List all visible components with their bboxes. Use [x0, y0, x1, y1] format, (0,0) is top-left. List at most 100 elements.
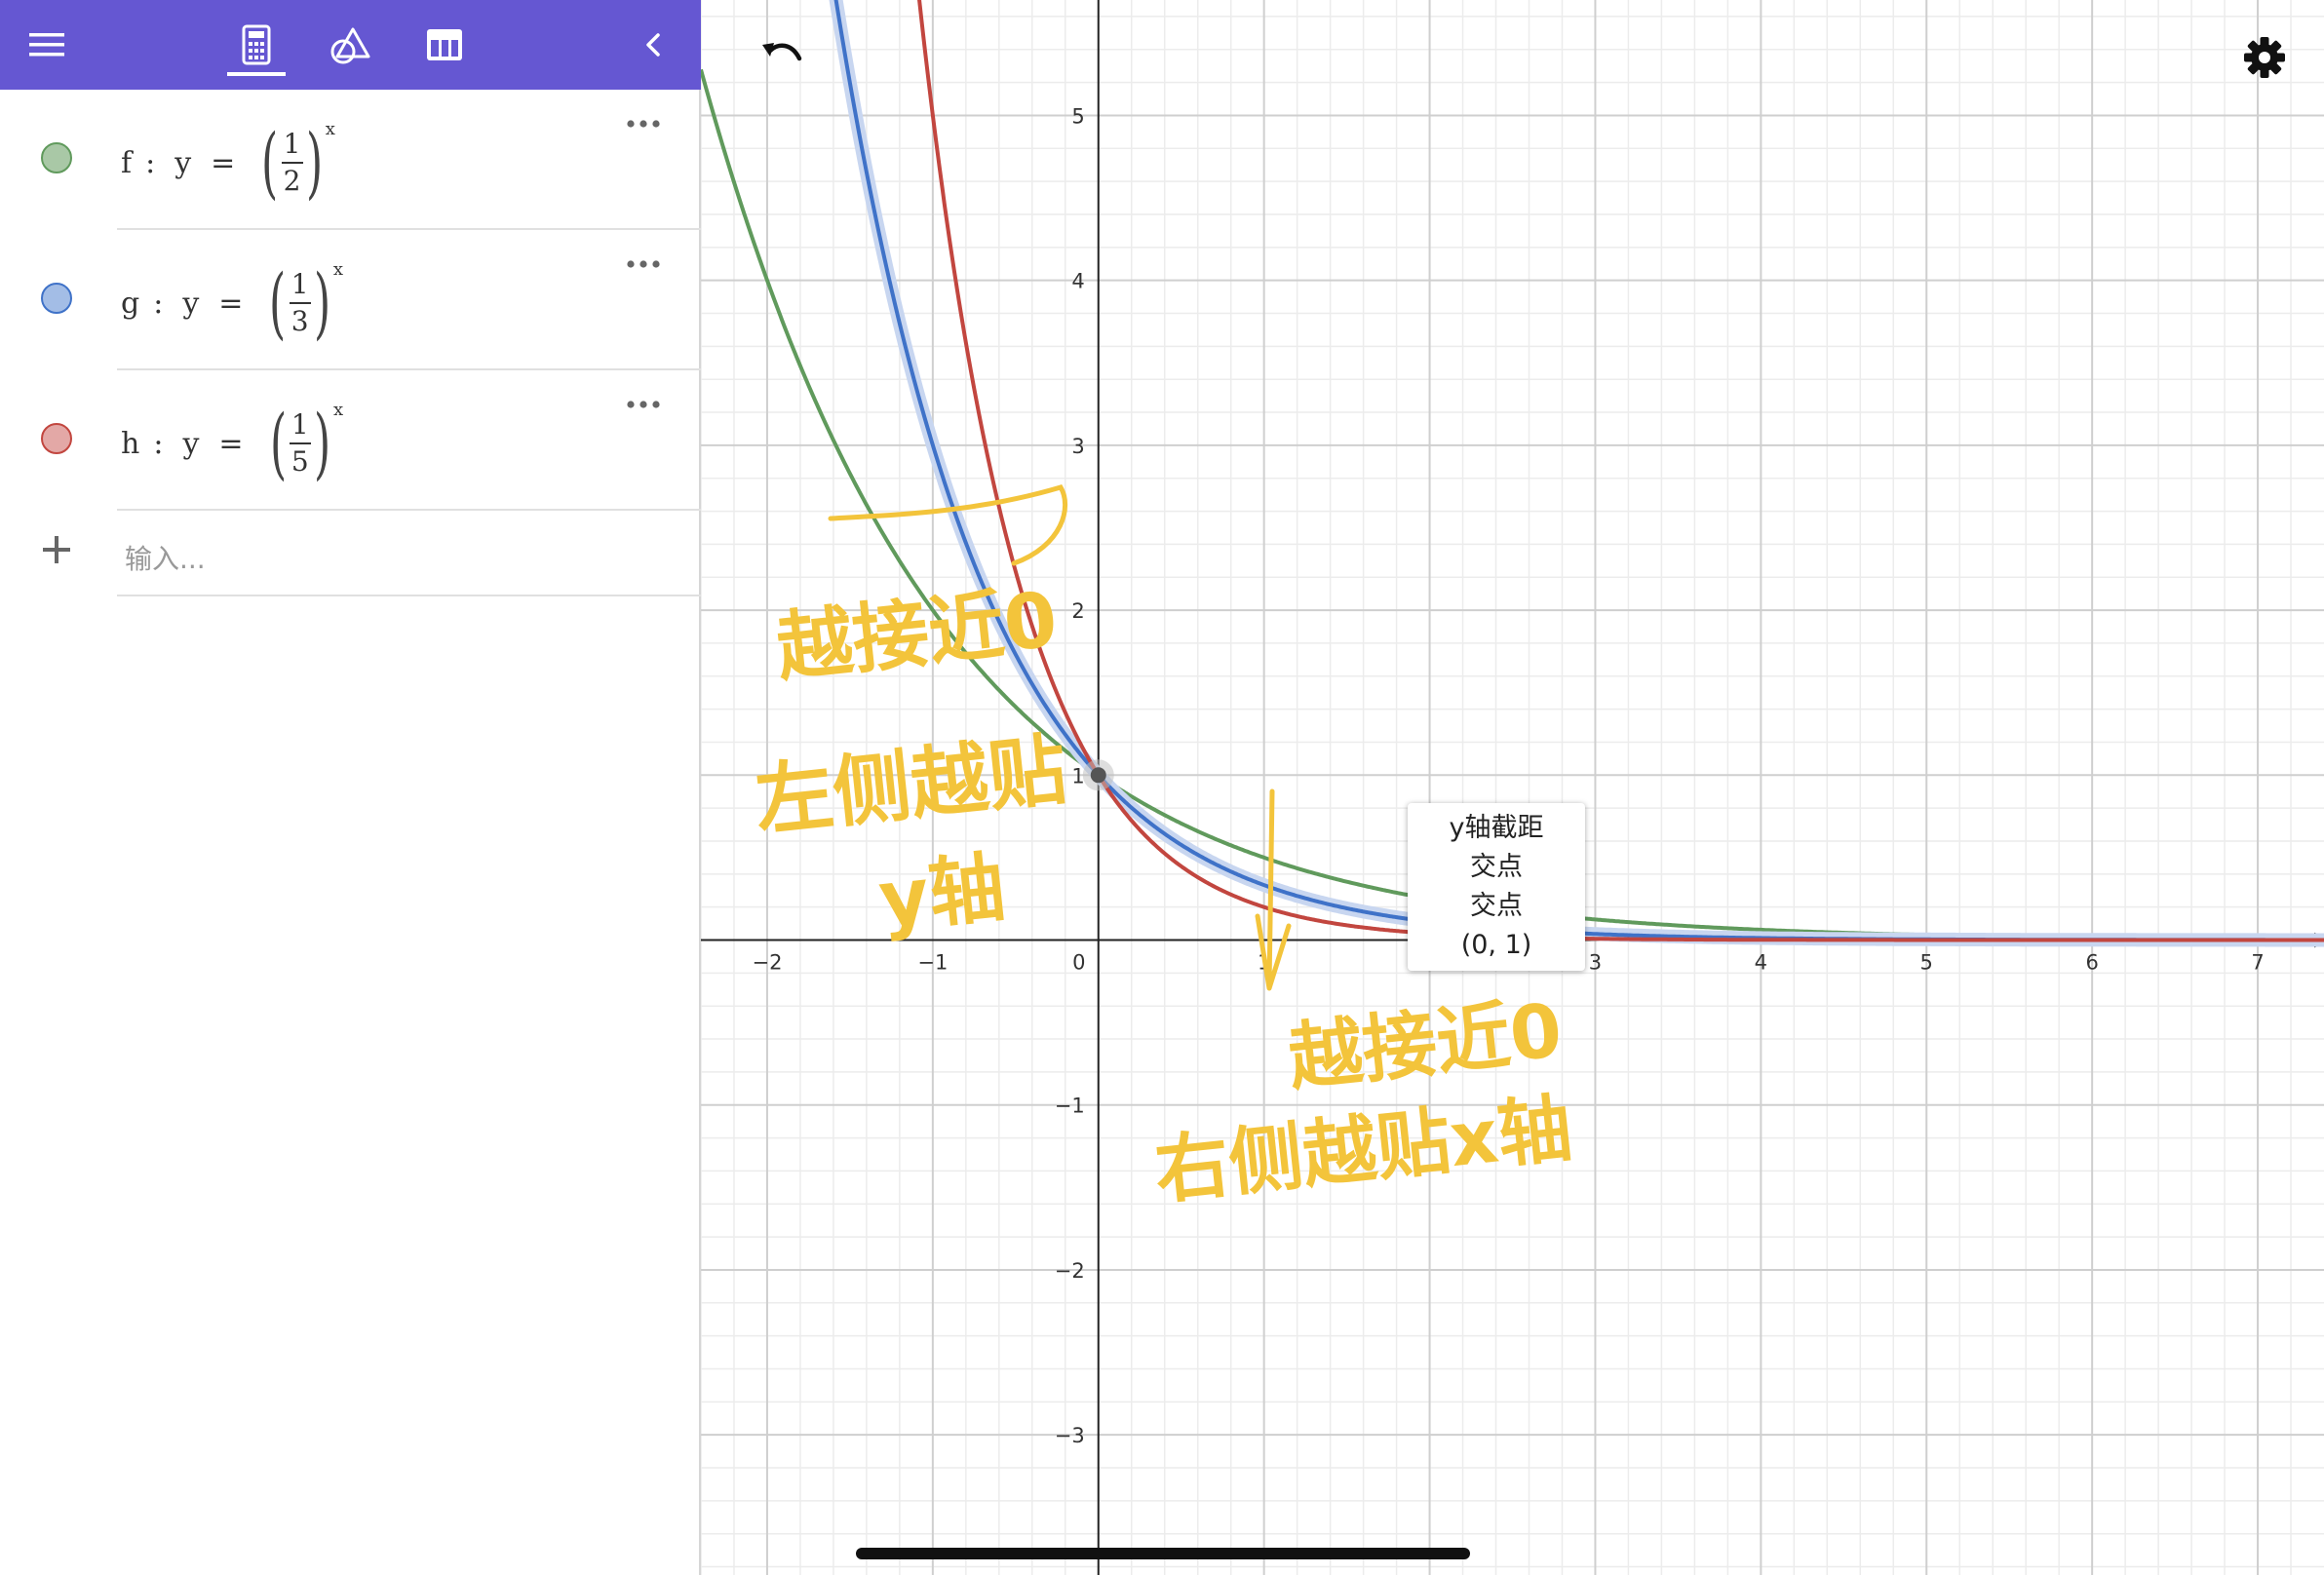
right-paren: )	[313, 398, 330, 488]
hamburger-menu-icon[interactable]	[21, 0, 72, 90]
function-name: f	[121, 145, 133, 180]
x-tick-label: −1	[917, 951, 948, 975]
geometry-icon	[330, 27, 370, 64]
right-paren: )	[305, 117, 323, 208]
undo-button[interactable]	[758, 37, 803, 74]
y-tick-label: 3	[1071, 435, 1084, 458]
divider	[117, 368, 701, 370]
undo-icon	[762, 43, 802, 61]
fraction-bar	[289, 442, 311, 444]
equals: =	[218, 286, 244, 321]
more-options-button[interactable]	[624, 109, 663, 138]
numerator: 1	[290, 268, 309, 300]
graph-canvas[interactable]: −2−10123456754321−1−2−3越接近0左侧越贴y轴越接近0右侧越…	[701, 0, 2324, 1575]
table-icon	[427, 29, 462, 60]
x-tick-label: 5	[1920, 951, 1933, 975]
top-toolbar	[0, 0, 701, 90]
graphics-view[interactable]: −2−10123456754321−1−2−3越接近0左侧越贴y轴越接近0右侧越…	[701, 0, 2324, 1575]
more-icon	[627, 401, 660, 408]
denominator: 3	[290, 305, 309, 337]
numerator: 1	[290, 408, 309, 441]
annotation-left-line1: 越接近0	[773, 576, 1062, 693]
annotation-arrow-down	[1255, 788, 1292, 991]
y-tick-label: −2	[1055, 1259, 1085, 1283]
function-expression[interactable]: h: y =(1 5) x	[121, 400, 343, 487]
tab-calculator[interactable]	[224, 0, 289, 90]
x-tick-label: −2	[752, 951, 782, 975]
divider	[117, 228, 701, 230]
visibility-toggle[interactable]	[41, 142, 72, 173]
x-tick-label: 0	[1072, 951, 1085, 975]
variable: y	[174, 145, 192, 180]
variable: y	[182, 286, 200, 321]
colon: :	[153, 286, 164, 321]
input-placeholder[interactable]: 输入...	[125, 543, 206, 575]
intercept-point	[1090, 767, 1106, 784]
chevron-left-icon	[646, 33, 660, 57]
left-paren: (	[261, 117, 279, 208]
left-paren: (	[269, 257, 287, 348]
tooltip-line: 交点	[1470, 852, 1523, 882]
visibility-toggle[interactable]	[41, 423, 72, 454]
y-tick-label: −3	[1055, 1424, 1085, 1447]
point-tooltip: y轴截距 交点 交点 (0, 1)	[1408, 803, 1585, 971]
exponent: x	[332, 400, 344, 420]
annotation-left-line3: y轴	[875, 844, 1010, 944]
algebra-item-f[interactable]: f: y =(1 2) x	[0, 90, 701, 230]
calculator-icon	[242, 24, 271, 65]
tab-geometry[interactable]	[322, 0, 380, 90]
x-tick-label: 3	[1589, 951, 1602, 975]
y-tick-label: 5	[1071, 104, 1084, 128]
algebra-input-row[interactable]: 输入...	[0, 511, 701, 596]
more-icon	[627, 260, 660, 268]
tooltip-line: 交点	[1470, 891, 1523, 921]
annotation-arrow-right	[828, 484, 1068, 566]
equals: =	[218, 426, 244, 461]
function-curve-h	[917, 0, 2324, 942]
gear-icon	[2244, 37, 2285, 78]
exponent: x	[332, 259, 344, 280]
tooltip-line: y轴截距	[1449, 813, 1544, 843]
add-icon[interactable]	[39, 532, 74, 567]
y-tick-label: 2	[1071, 599, 1084, 623]
algebra-item-g[interactable]: g: y =(1 3) x	[0, 230, 701, 370]
function-name: g	[121, 286, 140, 321]
settings-button[interactable]	[2242, 35, 2287, 84]
equals: =	[211, 145, 236, 180]
x-tick-label: 4	[1755, 951, 1767, 975]
variable: y	[182, 426, 200, 461]
algebra-item-h[interactable]: h: y =(1 5) x	[0, 370, 701, 511]
visibility-toggle[interactable]	[41, 283, 72, 314]
more-options-button[interactable]	[624, 250, 663, 279]
fraction-bar	[289, 302, 311, 304]
annotation-right-line1: 越接近0	[1285, 986, 1567, 1101]
x-tick-label: 6	[2085, 951, 2098, 975]
function-expression[interactable]: f: y =(1 2) x	[121, 119, 335, 207]
collapse-panel-button[interactable]	[630, 0, 677, 90]
function-expression[interactable]: g: y =(1 3) x	[121, 259, 343, 347]
function-name: h	[121, 426, 140, 461]
divider	[117, 595, 701, 596]
fraction-bar	[281, 162, 303, 164]
more-icon	[627, 120, 660, 128]
tab-table[interactable]	[415, 0, 474, 90]
y-tick-label: 1	[1071, 764, 1084, 788]
numerator: 1	[283, 128, 301, 160]
divider	[117, 509, 701, 511]
right-paren: )	[313, 257, 330, 348]
colon: :	[145, 145, 156, 180]
y-tick-label: −1	[1055, 1095, 1085, 1118]
more-options-button[interactable]	[624, 390, 663, 419]
exponent: x	[325, 119, 335, 139]
left-paren: (	[269, 398, 287, 488]
denominator: 5	[290, 445, 309, 478]
algebra-panel: f: y =(1 2) x g: y =(1 3) x h: y =(1 5) x 输入...	[0, 0, 701, 1575]
denominator: 2	[283, 165, 301, 197]
colon: :	[153, 426, 164, 461]
tooltip-line: (0, 1)	[1460, 930, 1532, 960]
x-tick-label: 7	[2251, 951, 2264, 975]
